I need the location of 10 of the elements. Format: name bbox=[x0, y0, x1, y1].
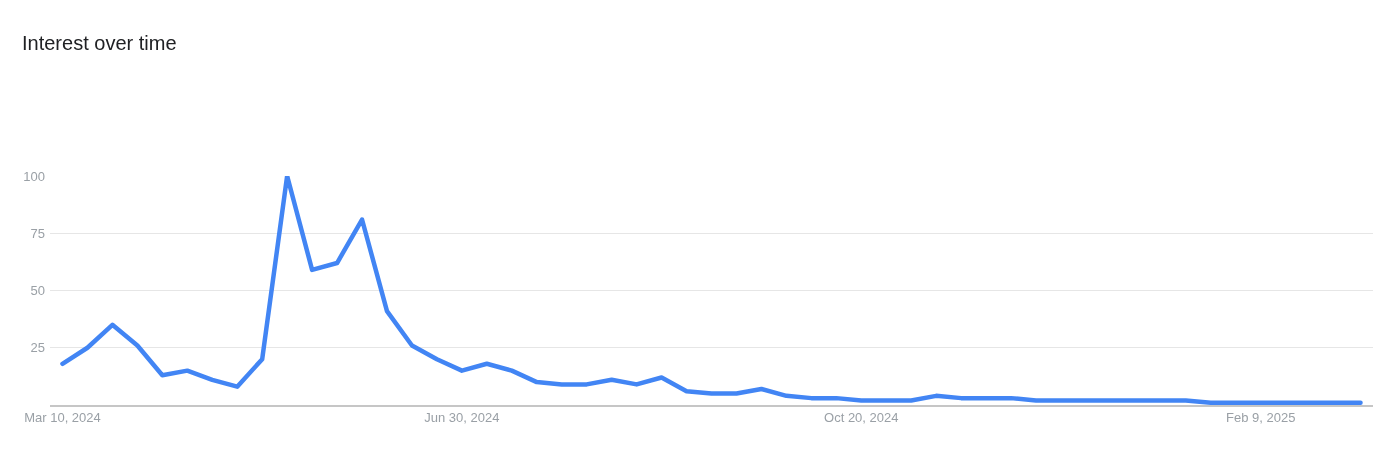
x-tick-label: Jun 30, 2024 bbox=[424, 410, 500, 426]
y-tick-label: 75 bbox=[30, 225, 45, 241]
chart-title: Interest over time bbox=[22, 32, 177, 54]
y-tick-label: 25 bbox=[30, 340, 45, 356]
line-series bbox=[60, 176, 1363, 405]
y-tick-label: 50 bbox=[30, 283, 45, 299]
y-tick-label: 100 bbox=[23, 168, 45, 184]
x-tick-label: Feb 9, 2025 bbox=[1225, 410, 1296, 426]
x-tick-label: Mar 10, 2024 bbox=[24, 410, 101, 426]
x-tick-label: Oct 20, 2024 bbox=[824, 410, 899, 426]
